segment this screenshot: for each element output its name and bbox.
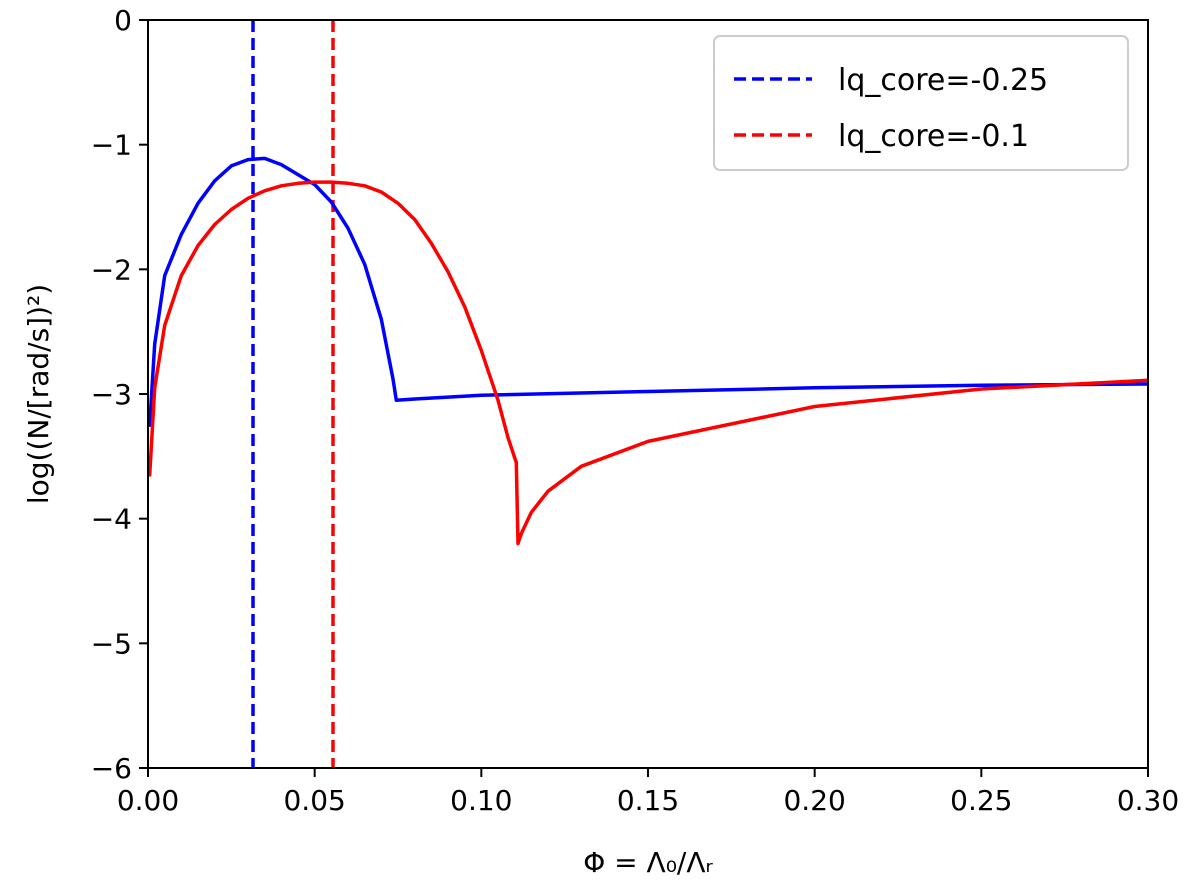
x-tick-label-4: 0.20 (783, 784, 845, 817)
y-tick-label-3: −3 (91, 378, 132, 411)
y-tick-label-4: −2 (91, 253, 132, 286)
series-line-0 (148, 156, 1148, 427)
x-tick-label-2: 0.10 (450, 784, 512, 817)
legend-label-1: lq_core=-0.1 (838, 119, 1029, 154)
x-tick-label-0: 0.00 (117, 784, 179, 817)
x-tick-label-3: 0.15 (617, 784, 679, 817)
x-tick-label-1: 0.05 (283, 784, 345, 817)
x-axis-label: Φ = Λ₀/Λᵣ (583, 846, 713, 879)
x-tick-label-5: 0.25 (950, 784, 1012, 817)
plot-area (148, 20, 1148, 768)
y-tick-label-0: −6 (91, 752, 132, 785)
legend-box (713, 35, 1129, 171)
y-tick-label-2: −4 (91, 503, 132, 536)
legend: lq_core=-0.25 lq_core=-0.1 (713, 35, 1129, 171)
y-tick-label-5: −1 (91, 129, 132, 162)
axes: 0.00 0.05 0.10 0.15 0.20 0.25 0.30 −6 −5 −4 −3 −2 −1… (91, 4, 1179, 817)
legend-label-0: lq_core=-0.25 (838, 63, 1048, 98)
y-tick-label-6: 0 (114, 4, 132, 37)
x-tick-label-6: 0.30 (1117, 784, 1179, 817)
y-axis-label: log((N/[rad/s])²) (22, 284, 55, 504)
series-line-1 (148, 180, 1148, 546)
y-tick-label-1: −5 (91, 627, 132, 660)
